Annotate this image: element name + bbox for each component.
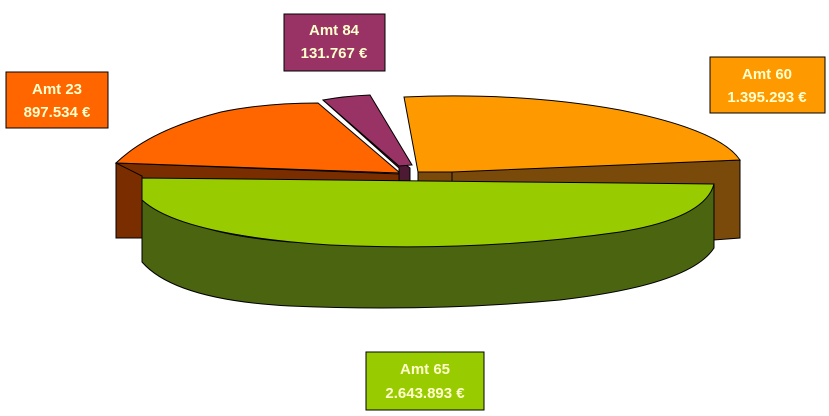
label-name-amt-65: Amt 65 [400, 361, 450, 378]
label-amt-23: Amt 23 897.534 € [5, 71, 109, 129]
slice-amt-65 [141, 177, 715, 309]
label-name-amt-23: Amt 23 [32, 81, 82, 98]
label-box-amt-65 [365, 351, 485, 411]
label-value-amt-65: 2.643.893 € [385, 385, 465, 402]
label-box-amt-23 [5, 71, 109, 129]
label-value-amt-84: 131.767 € [301, 45, 368, 62]
slice-amt-65-top [141, 177, 715, 248]
slice-amt-60-top [403, 95, 741, 173]
label-name-amt-60: Amt 60 [742, 66, 792, 83]
label-box-amt-84 [283, 13, 386, 72]
label-amt-65: Amt 65 2.643.893 € [365, 351, 485, 411]
label-amt-84: Amt 84 131.767 € [283, 13, 386, 72]
slice-amt-23-top [114, 102, 402, 174]
slice-amt-23-side-left [115, 162, 143, 239]
label-box-amt-60 [709, 56, 826, 114]
label-name-amt-84: Amt 84 [309, 22, 360, 39]
label-amt-60: Amt 60 1.395.293 € [709, 56, 826, 114]
slice-amt-84-top [321, 94, 413, 167]
label-value-amt-23: 897.534 € [24, 104, 91, 121]
label-value-amt-60: 1.395.293 € [727, 89, 807, 106]
